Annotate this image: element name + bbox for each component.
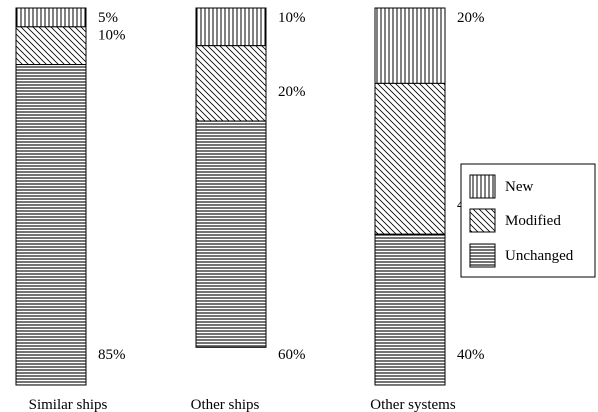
value-label-similar-ships-unchanged: 85% [98,347,126,363]
value-label-other-ships-modified: 20% [278,84,306,100]
legend: New Modified Unchanged [460,163,596,278]
value-label-other-systems-new: 20% [457,10,485,26]
bar-other-ships-new [195,7,267,47]
legend-swatch-modified [469,208,496,233]
category-labels-layer: Similar ships Other ships Other systems [29,397,456,412]
bar-similar-ships-new [15,7,87,28]
bar-other-systems-modified [374,82,446,235]
category-label-other-ships: Other ships [191,397,260,412]
value-label-similar-ships-new: 5% [98,10,118,26]
bars-layer [15,7,446,386]
bar-similar-ships-modified [15,26,87,66]
bar-other-systems-new [374,7,446,84]
category-label-other-systems: Other systems [370,397,456,412]
legend-label-unchanged: Unchanged [505,248,574,264]
legend-label-modified: Modified [505,213,561,229]
bar-similar-ships-unchanged [15,64,87,386]
bar-other-ships-modified [195,45,267,122]
legend-swatch-unchanged [469,243,496,268]
value-label-other-ships-unchanged: 60% [278,347,306,363]
legend-label-new: New [505,179,533,195]
value-label-other-ships-new: 10% [278,10,306,26]
legend-swatch-new [469,174,496,199]
value-label-similar-ships-modified: 10% [98,28,126,44]
bar-other-systems-unchanged [374,233,446,386]
category-label-similar-ships: Similar ships [29,397,108,412]
bar-other-ships-unchanged [195,120,267,348]
value-label-other-systems-unchanged: 40% [457,347,485,363]
